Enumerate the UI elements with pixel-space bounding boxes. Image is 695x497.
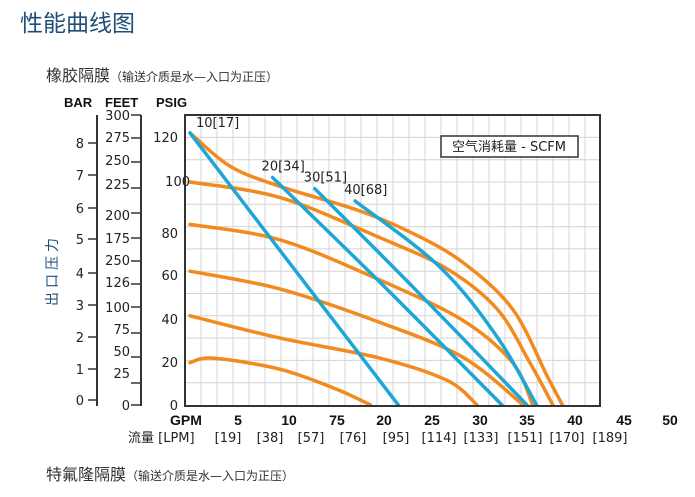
x-tick-label: 50 [662, 412, 678, 428]
x-tick-label: 25 [424, 412, 440, 428]
psig-tick-label: 80 [161, 227, 178, 242]
psig-tick-label: 100 [165, 175, 190, 190]
x-tick-label: 5 [234, 412, 242, 428]
section-name: 橡胶隔膜 [46, 66, 111, 85]
page-title: 性能曲线图 [20, 11, 135, 37]
x-tick-label: 20 [376, 412, 392, 428]
section-title-rubber: 橡胶隔膜（输送介质是水—入口为正压） [46, 62, 278, 86]
bar-tick-label: 1 [76, 363, 84, 378]
feet-tick-label: 250 [105, 254, 130, 269]
pressure-curve [188, 356, 373, 407]
section-note: （输送介质是水—入口为正压） [126, 469, 295, 483]
air-curve-label: 40[68] [344, 183, 387, 198]
lpm-axis-label: 流量 [LPM] [128, 431, 195, 446]
bar-tick-label: 5 [76, 233, 84, 248]
bar-axis-header: BAR [64, 95, 93, 110]
bar-tick-label: 6 [76, 202, 84, 217]
feet-tick-label: 225 [105, 178, 130, 193]
air-consumption-curve [270, 175, 504, 407]
air-curve-label: 10[17] [196, 116, 239, 131]
chart-frame [184, 114, 601, 407]
feet-tick-label: 250 [105, 154, 130, 169]
lpm-tick-label: [76] [340, 431, 367, 446]
lpm-tick-label: [151] [508, 431, 543, 446]
feet-tick-label: 126 [105, 276, 130, 291]
psig-axis-header: PSIG [156, 95, 187, 110]
feet-tick-label: 50 [113, 345, 130, 360]
lpm-tick-label: [114] [422, 431, 457, 446]
psig-tick-label: 40 [161, 313, 178, 328]
y-axis-label: 出口压力 [45, 234, 61, 306]
bar-tick-label: 3 [76, 299, 84, 314]
feet-tick-label: 200 [105, 209, 130, 224]
bar-tick-label: 0 [76, 394, 84, 409]
feet-tick-label: 175 [105, 232, 130, 247]
section-name: 特氟隆隔膜 [46, 465, 127, 484]
pressure-curve [188, 314, 479, 407]
bar-tick-label: 2 [76, 331, 84, 346]
feet-tick-label: 75 [113, 323, 130, 338]
lpm-tick-label: [57] [298, 431, 325, 446]
feet-tick-label: 100 [105, 301, 130, 316]
air-consumption-curve [188, 131, 401, 407]
section-title-ptfe: 特氟隆隔膜（输送介质是水—入口为正压） [46, 461, 294, 485]
x-tick-label: 30 [472, 412, 488, 428]
legend-box [440, 135, 579, 158]
air-curve-label: 30[51] [304, 171, 347, 186]
lpm-tick-label: [133] [464, 431, 499, 446]
section-note: （输送介质是水—入口为正压） [110, 70, 279, 84]
psig-tick-label: 120 [153, 131, 178, 146]
psig-tick-label: 20 [161, 356, 178, 371]
pressure-curve [188, 269, 525, 407]
psig-tick-label: 0 [170, 399, 178, 414]
lpm-tick-label: [38] [257, 431, 284, 446]
legend-label: 空气消耗量 - SCFM [452, 139, 566, 155]
x-tick-label: 10 [281, 412, 297, 428]
air-consumption-curve [313, 186, 529, 407]
lpm-tick-label: [19] [215, 431, 242, 446]
bar-tick-label: 4 [76, 267, 84, 282]
feet-tick-label: 275 [105, 131, 130, 146]
air-consumption-curve [353, 199, 539, 407]
x-tick-label: 45 [616, 412, 632, 428]
feet-tick-label: 300 [105, 109, 130, 124]
x-tick-label: 75 [329, 412, 345, 428]
feet-tick-label: 0 [122, 399, 130, 414]
lpm-tick-label: [170] [550, 431, 585, 446]
lpm-tick-label: [189] [593, 431, 628, 446]
air-curve-label: 20[34] [262, 160, 305, 175]
x-tick-label: 40 [567, 412, 583, 428]
bar-tick-label: 7 [76, 169, 84, 184]
feet-tick-label: 25 [113, 367, 130, 382]
feet-axis-header: FEET [105, 95, 138, 110]
pressure-curve [188, 131, 565, 407]
lpm-tick-label: [95] [383, 431, 410, 446]
x-tick-label: 35 [519, 412, 535, 428]
x-axis-label: GPM [170, 412, 202, 428]
psig-tick-label: 60 [161, 269, 178, 284]
bar-tick-label: 8 [76, 137, 84, 152]
